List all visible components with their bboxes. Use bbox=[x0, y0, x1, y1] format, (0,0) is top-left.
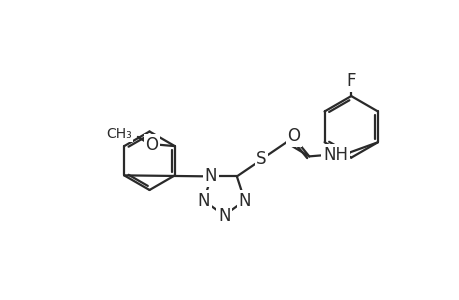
Text: N: N bbox=[197, 191, 209, 209]
Text: F: F bbox=[346, 72, 355, 90]
Text: O: O bbox=[145, 136, 158, 154]
Text: CH₃: CH₃ bbox=[106, 127, 131, 141]
Text: O: O bbox=[287, 128, 300, 146]
Text: N: N bbox=[204, 167, 217, 185]
Text: NH: NH bbox=[322, 146, 347, 164]
Text: N: N bbox=[238, 191, 251, 209]
Text: S: S bbox=[256, 151, 266, 169]
Text: N: N bbox=[218, 207, 230, 225]
